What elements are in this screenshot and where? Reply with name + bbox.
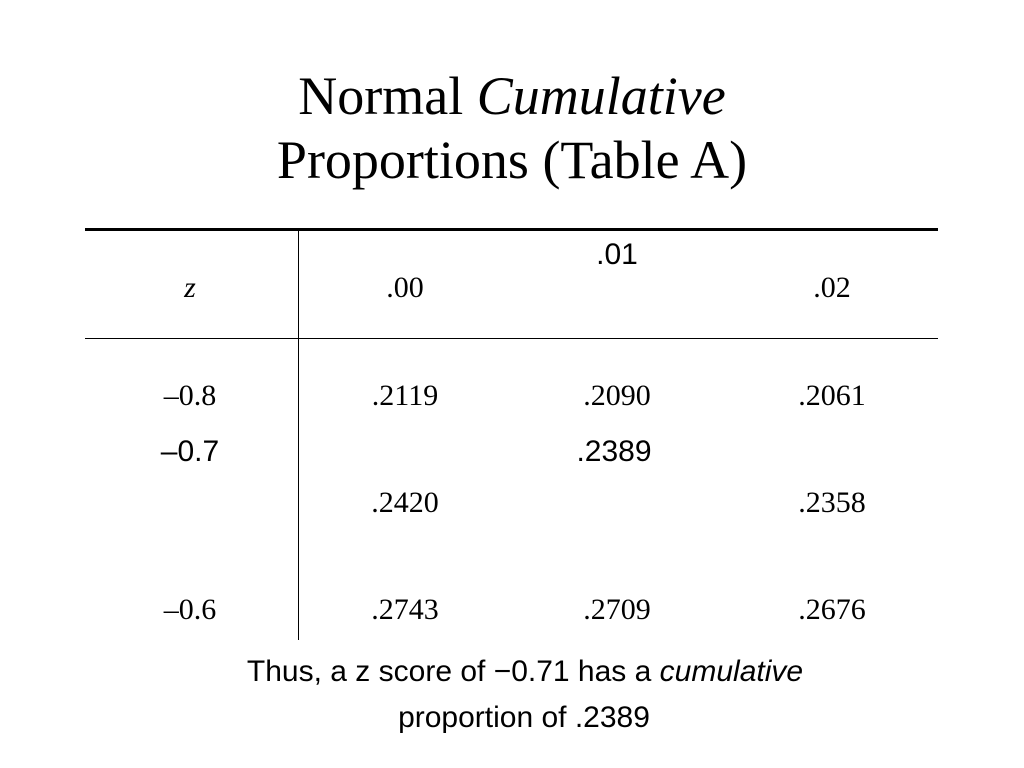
footer-line-1: Thus, a z score of −0.71 has a cumulativ… [247,655,803,689]
table-column-rule [298,230,299,640]
table-cell: .2743 [371,593,439,626]
title-line-2: Proportions (Table A) [276,130,748,190]
table-cell: .2676 [798,593,866,626]
table-cell: .2119 [371,379,439,412]
title-line-1: Normal Cumulative [298,65,725,127]
table-header-rule [85,338,938,339]
table-cell: .2709 [583,593,651,626]
header-cell: .00 [386,271,424,304]
table-top-rule [85,228,938,231]
table-cell: –0.8 [163,379,217,412]
title-text: Normal [298,66,464,126]
table-cell: .2420 [371,486,439,519]
header-cell: .01 [596,238,638,271]
title-italic: Cumulative [476,66,726,126]
footer-text: Thus, a z score of −0.71 has a [246,655,652,688]
table-cell: .2090 [583,379,651,412]
table-cell: –0.6 [163,593,217,626]
table-cell: .2389 [576,435,652,468]
header-cell: .02 [813,271,851,304]
table-cell: .2358 [798,486,866,519]
header-cell: z [184,271,196,304]
footer-italic: cumulative [659,655,804,688]
footer-line-2: proportion of .2389 [398,701,650,734]
table-cell: .2061 [798,379,866,412]
table-cell: –0.7 [160,435,220,468]
